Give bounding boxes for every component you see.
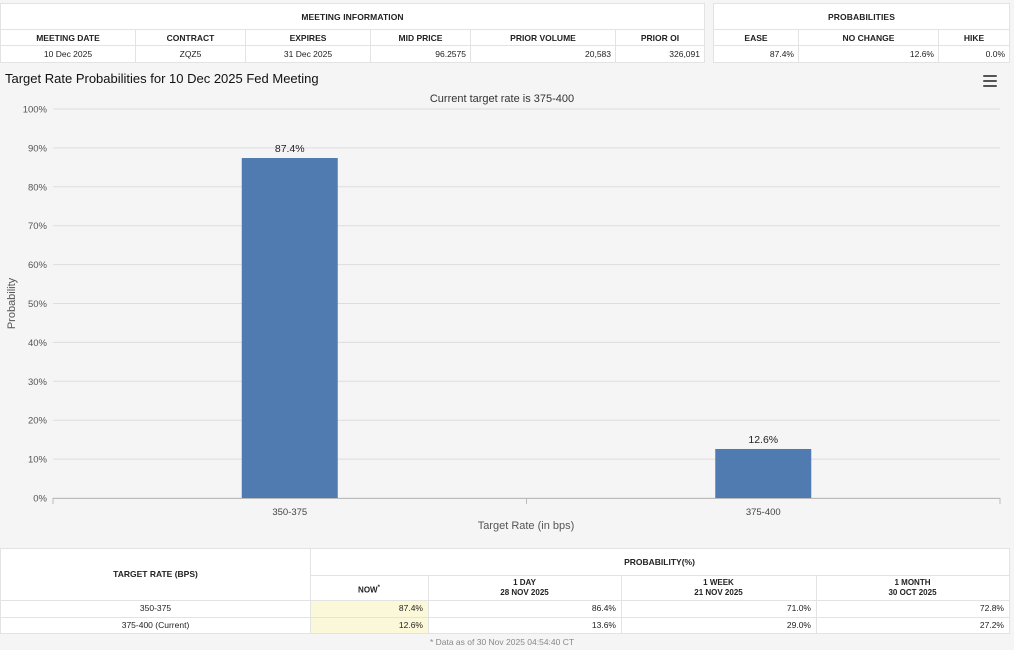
bar-375-400 (715, 448, 812, 498)
hike-value: 0.0% (985, 49, 1005, 59)
probabilities-header-row: EASE NO CHANGE HIKE (714, 30, 1009, 46)
chart-subtitle: Current target rate is 375-400 (430, 93, 574, 105)
prior-volume-value: 20,583 (471, 46, 616, 62)
y-tick-label: 40% (28, 338, 48, 349)
probabilities-table: PROBABILITIES EASE NO CHANGE HIKE 87.4% … (713, 3, 1010, 63)
contract-header: CONTRACT (136, 30, 246, 45)
target-rate-cell: 375-400 (Current) (121, 620, 190, 630)
prior-oi-header: PRIOR OI (640, 33, 680, 43)
history-column-header: 1 MONTH 30 OCT 2025 (816, 575, 1009, 600)
prior-volume-header: PRIOR VOLUME (471, 30, 616, 45)
probabilities-title: PROBABILITIES (714, 4, 1009, 30)
now-column-highlight (310, 600, 428, 633)
contract-value: ZQZ5 (136, 46, 246, 62)
probability-cell: 86.4% (591, 603, 616, 613)
probability-history-table: TARGET RATE (BPS) PROBABILITY(%) NOW* 1 DAY… (0, 548, 1010, 634)
meeting-value-row: 10 Dec 2025 ZQZ5 31 Dec 2025 96.2575 20,… (1, 46, 704, 62)
table-row-divider (1, 617, 1009, 618)
target-rate-header: TARGET RATE (BPS) (113, 569, 198, 579)
expires-value: 31 Dec 2025 (246, 46, 371, 62)
x-tick-label: 375-400 (746, 507, 781, 518)
history-grid: TARGET RATE (BPS) PROBABILITY(%) NOW* 1 DAY… (1, 549, 1009, 633)
y-tick-label: 10% (28, 455, 48, 466)
table-row-divider (310, 575, 1009, 576)
bar-350-375 (241, 158, 338, 498)
y-tick-label: 50% (28, 299, 48, 310)
y-tick-label: 30% (28, 377, 48, 388)
chart-background (0, 88, 1010, 538)
bar-data-label: 87.4% (275, 143, 305, 155)
y-tick-label: 60% (28, 260, 48, 271)
probability-header: PROBABILITY(%) (624, 557, 695, 567)
column-header-line1: 1 DAY (513, 578, 536, 587)
expires-header: EXPIRES (246, 30, 371, 45)
y-tick-label: 20% (28, 416, 48, 427)
data-timestamp-note: * Data as of 30 Nov 2025 04:54:40 CT (429, 637, 575, 647)
y-tick-label: 90% (28, 143, 48, 154)
meeting-header-row: MEETING DATE CONTRACT EXPIRES MID PRICE … (1, 30, 704, 46)
history-column-header: 1 WEEK 21 NOV 2025 (621, 575, 816, 600)
hike-header: HIKE (963, 33, 985, 43)
history-column-header: 1 DAY 28 NOV 2025 (428, 575, 621, 600)
y-axis-title: Probability (6, 277, 18, 329)
ease-value: 87.4% (714, 46, 799, 62)
y-tick-label: 0% (33, 494, 47, 505)
meeting-date-header: MEETING DATE (1, 30, 136, 45)
meeting-date-value: 10 Dec 2025 (1, 46, 136, 62)
probability-cell: 87.4% (398, 603, 423, 613)
hamburger-menu-icon[interactable] (983, 75, 997, 87)
history-column-header: NOW* (310, 575, 428, 600)
y-tick-label: 100% (23, 105, 48, 116)
probability-cell: 71.0% (786, 603, 811, 613)
column-header-line1: 1 WEEK (703, 578, 734, 587)
table-column-divider (310, 549, 311, 633)
column-header-line2: 30 OCT 2025 (888, 588, 937, 597)
mid-price-value: 96.2575 (371, 46, 471, 62)
table-column-divider (621, 575, 622, 633)
column-header-line1: 1 MONTH (894, 578, 931, 587)
table-column-divider (428, 575, 429, 633)
no-change-header: NO CHANGE (799, 30, 939, 45)
y-tick-label: 80% (28, 182, 48, 193)
chart-title: Target Rate Probabilities for 10 Dec 202… (5, 71, 319, 86)
target-rate-cell: 350-375 (139, 603, 172, 613)
bar-chart: Current target rate is 375-400 0% 10% 20% 30… (0, 88, 1010, 538)
table-row-divider (1, 600, 1009, 601)
no-change-value: 12.6% (799, 46, 939, 62)
column-header-line2: 28 NOV 2025 (500, 588, 549, 597)
table-column-divider (816, 575, 817, 633)
meeting-information-table: MEETING INFORMATION MEETING DATE CONTRAC… (0, 3, 705, 63)
mid-price-header: MID PRICE (371, 30, 471, 45)
probability-cell: 13.6% (591, 620, 616, 630)
column-header-line2: 21 NOV 2025 (694, 588, 743, 597)
meeting-information-title: MEETING INFORMATION (1, 4, 704, 30)
y-tick-label: 70% (28, 221, 48, 232)
bar-data-label: 12.6% (748, 434, 778, 446)
ease-header: EASE (714, 30, 799, 45)
x-axis-title: Target Rate (in bps) (478, 520, 575, 532)
column-header-line1: NOW* (358, 585, 380, 595)
prior-oi-value: 326,091 (669, 49, 700, 59)
probability-cell: 72.8% (979, 603, 1004, 613)
probabilities-value-row: 87.4% 12.6% 0.0% (714, 46, 1009, 62)
probability-cell: 12.6% (398, 620, 423, 630)
probability-cell: 27.2% (979, 620, 1004, 630)
probability-cell: 29.0% (786, 620, 811, 630)
footnote-marker: * (377, 585, 380, 591)
x-tick-label: 350-375 (272, 507, 307, 518)
